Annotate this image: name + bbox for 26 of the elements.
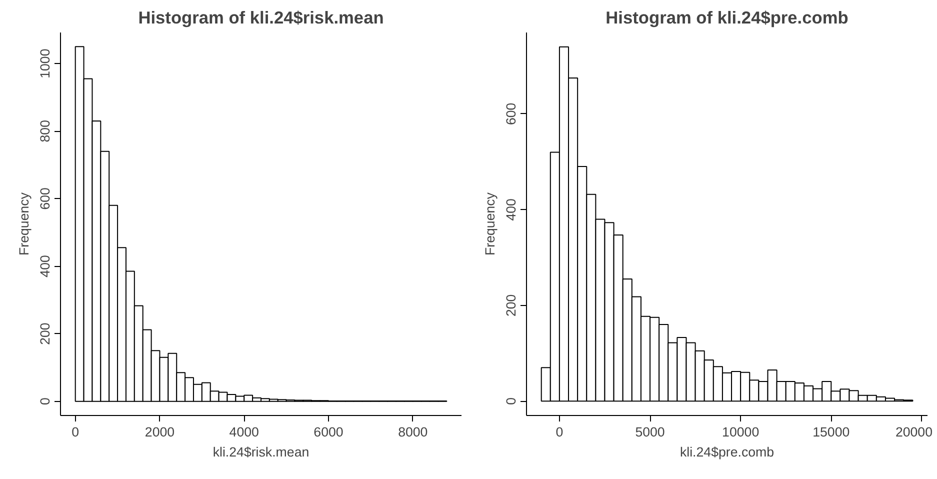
x-tick-label: 10000 bbox=[722, 424, 760, 440]
chart-title: Histogram of kli.24$risk.mean bbox=[138, 8, 384, 28]
y-tick-label: 400 bbox=[38, 255, 52, 278]
y-tick-label: 1000 bbox=[38, 48, 52, 78]
x-tick-label: 0 bbox=[72, 424, 80, 440]
x-axis-title: kli.24$risk.mean bbox=[212, 444, 310, 460]
y-tick-label: 800 bbox=[38, 120, 52, 142]
x-tick-label: 2000 bbox=[144, 424, 175, 440]
x-tick-label: 0 bbox=[556, 424, 564, 440]
x-tick-label: 15000 bbox=[812, 424, 850, 440]
y-tick-label: 0 bbox=[38, 398, 52, 406]
y-tick-label: 0 bbox=[504, 397, 518, 405]
y-axis-title: Frequency bbox=[482, 192, 498, 256]
y-tick-label: 200 bbox=[38, 322, 52, 345]
y-tick-label: 600 bbox=[504, 102, 518, 126]
y-tick-label: 600 bbox=[38, 188, 52, 210]
x-tick-label: 4000 bbox=[229, 424, 259, 440]
x-tick-label: 5000 bbox=[635, 424, 665, 440]
y-axis-title: Frequency bbox=[16, 192, 32, 256]
x-tick-label: 8000 bbox=[398, 424, 428, 440]
chart-title: Histogram of kli.24$pre.comb bbox=[606, 8, 848, 28]
x-tick-label: 6000 bbox=[314, 424, 344, 440]
x-tick-label: 20000 bbox=[895, 424, 932, 440]
y-tick-label: 200 bbox=[504, 294, 518, 317]
y-tick-label: 400 bbox=[504, 198, 518, 221]
x-axis-title: kli.24$pre.comb bbox=[680, 444, 774, 460]
